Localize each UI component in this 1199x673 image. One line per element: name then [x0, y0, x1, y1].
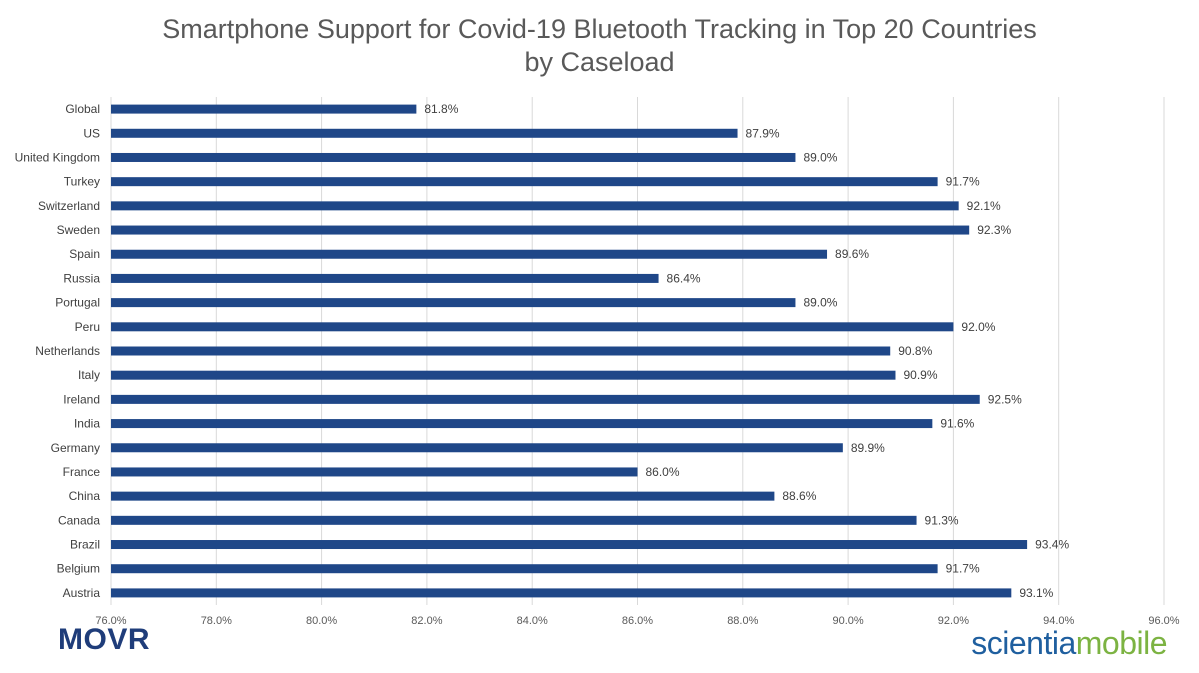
x-tick-label: 86.0%	[622, 615, 653, 627]
data-label: 81.8%	[424, 102, 458, 116]
category-label: China	[69, 489, 101, 503]
bar	[111, 201, 959, 211]
category-label: Germany	[51, 441, 100, 455]
bar	[111, 225, 970, 235]
category-label: Netherlands	[35, 344, 100, 358]
data-label: 89.0%	[803, 150, 837, 164]
data-label: 91.6%	[940, 417, 974, 431]
x-tick-label: 76.0%	[95, 615, 126, 627]
bar	[111, 467, 638, 477]
data-label: 86.0%	[646, 465, 680, 479]
scientiamobile-logo-part2: mobile	[1075, 625, 1168, 661]
category-label: Italy	[78, 368, 100, 382]
bar	[111, 273, 659, 283]
movr-logo: MOVR	[58, 623, 150, 656]
data-label: 92.3%	[977, 223, 1011, 237]
bar	[111, 419, 933, 429]
bar	[111, 491, 775, 501]
x-tick-label: 88.0%	[727, 615, 758, 627]
scientiamobile-logo-part1: scientia	[971, 625, 1076, 661]
category-label: Portugal	[55, 296, 100, 310]
data-label: 91.3%	[925, 513, 959, 527]
category-label: Peru	[75, 320, 100, 334]
x-tick-label: 94.0%	[1043, 615, 1074, 627]
category-label: Ireland	[63, 392, 100, 406]
data-label: 86.4%	[667, 271, 701, 285]
bar	[111, 443, 843, 453]
bar	[111, 152, 796, 162]
data-label: 89.0%	[803, 296, 837, 310]
data-labels: 81.8% 87.9% 89.0% 91.7% 92.1% 92.3% 89.6% 86.4%…	[424, 102, 1069, 600]
data-label: 89.6%	[835, 247, 869, 261]
bar	[111, 370, 896, 380]
chart-title-line-1: Smartphone Support for Covid-19 Bluetoot…	[162, 14, 1037, 44]
data-label: 87.9%	[746, 126, 780, 140]
data-label: 92.0%	[961, 320, 995, 334]
chart-title-line-2: by Caseload	[524, 47, 675, 77]
bar	[111, 104, 417, 114]
data-label: 93.4%	[1035, 538, 1069, 552]
data-label: 91.7%	[946, 175, 980, 189]
x-axis-tick-labels: 76.0% 78.0% 80.0% 82.0% 84.0% 86.0% 88.0% 90.0%…	[95, 615, 1179, 627]
category-label: Canada	[58, 513, 100, 527]
category-label: Switzerland	[38, 199, 100, 213]
bar	[111, 588, 1012, 598]
category-labels: Global US United Kingdom Turkey Switzerland S…	[15, 102, 101, 600]
x-tick-label: 92.0%	[938, 615, 969, 627]
bar	[111, 249, 828, 259]
data-label: 88.6%	[782, 489, 816, 503]
data-label: 89.9%	[851, 441, 885, 455]
bar	[111, 346, 891, 356]
category-label: US	[83, 126, 100, 140]
category-label: India	[74, 417, 100, 431]
x-tick-label: 84.0%	[517, 615, 548, 627]
category-label: Global	[65, 102, 100, 116]
data-label: 90.8%	[898, 344, 932, 358]
bar	[111, 394, 980, 404]
bars	[111, 104, 1028, 598]
x-tick-label: 96.0%	[1148, 615, 1179, 627]
category-label: Austria	[63, 586, 101, 600]
bar	[111, 177, 938, 187]
data-label: 92.5%	[988, 392, 1022, 406]
x-tick-label: 80.0%	[306, 615, 337, 627]
data-label: 90.9%	[903, 368, 937, 382]
data-label: 91.7%	[946, 562, 980, 576]
data-label: 93.1%	[1019, 586, 1053, 600]
bar	[111, 322, 954, 332]
x-tick-label: 90.0%	[832, 615, 863, 627]
scientiamobile-logo: scientiamobile	[971, 624, 1167, 662]
data-label: 92.1%	[967, 199, 1001, 213]
x-tick-label: 78.0%	[201, 615, 232, 627]
bar	[111, 540, 1028, 550]
bar	[111, 298, 796, 308]
bar	[111, 128, 738, 138]
category-label: Russia	[63, 271, 100, 285]
x-tick-label: 82.0%	[411, 615, 442, 627]
category-label: France	[63, 465, 101, 479]
bar	[111, 515, 917, 525]
category-label: United Kingdom	[15, 150, 100, 164]
category-label: Sweden	[57, 223, 100, 237]
bar	[111, 564, 938, 574]
category-label: Spain	[69, 247, 100, 261]
category-label: Belgium	[57, 562, 100, 576]
category-label: Brazil	[70, 538, 100, 552]
category-label: Turkey	[64, 175, 100, 189]
